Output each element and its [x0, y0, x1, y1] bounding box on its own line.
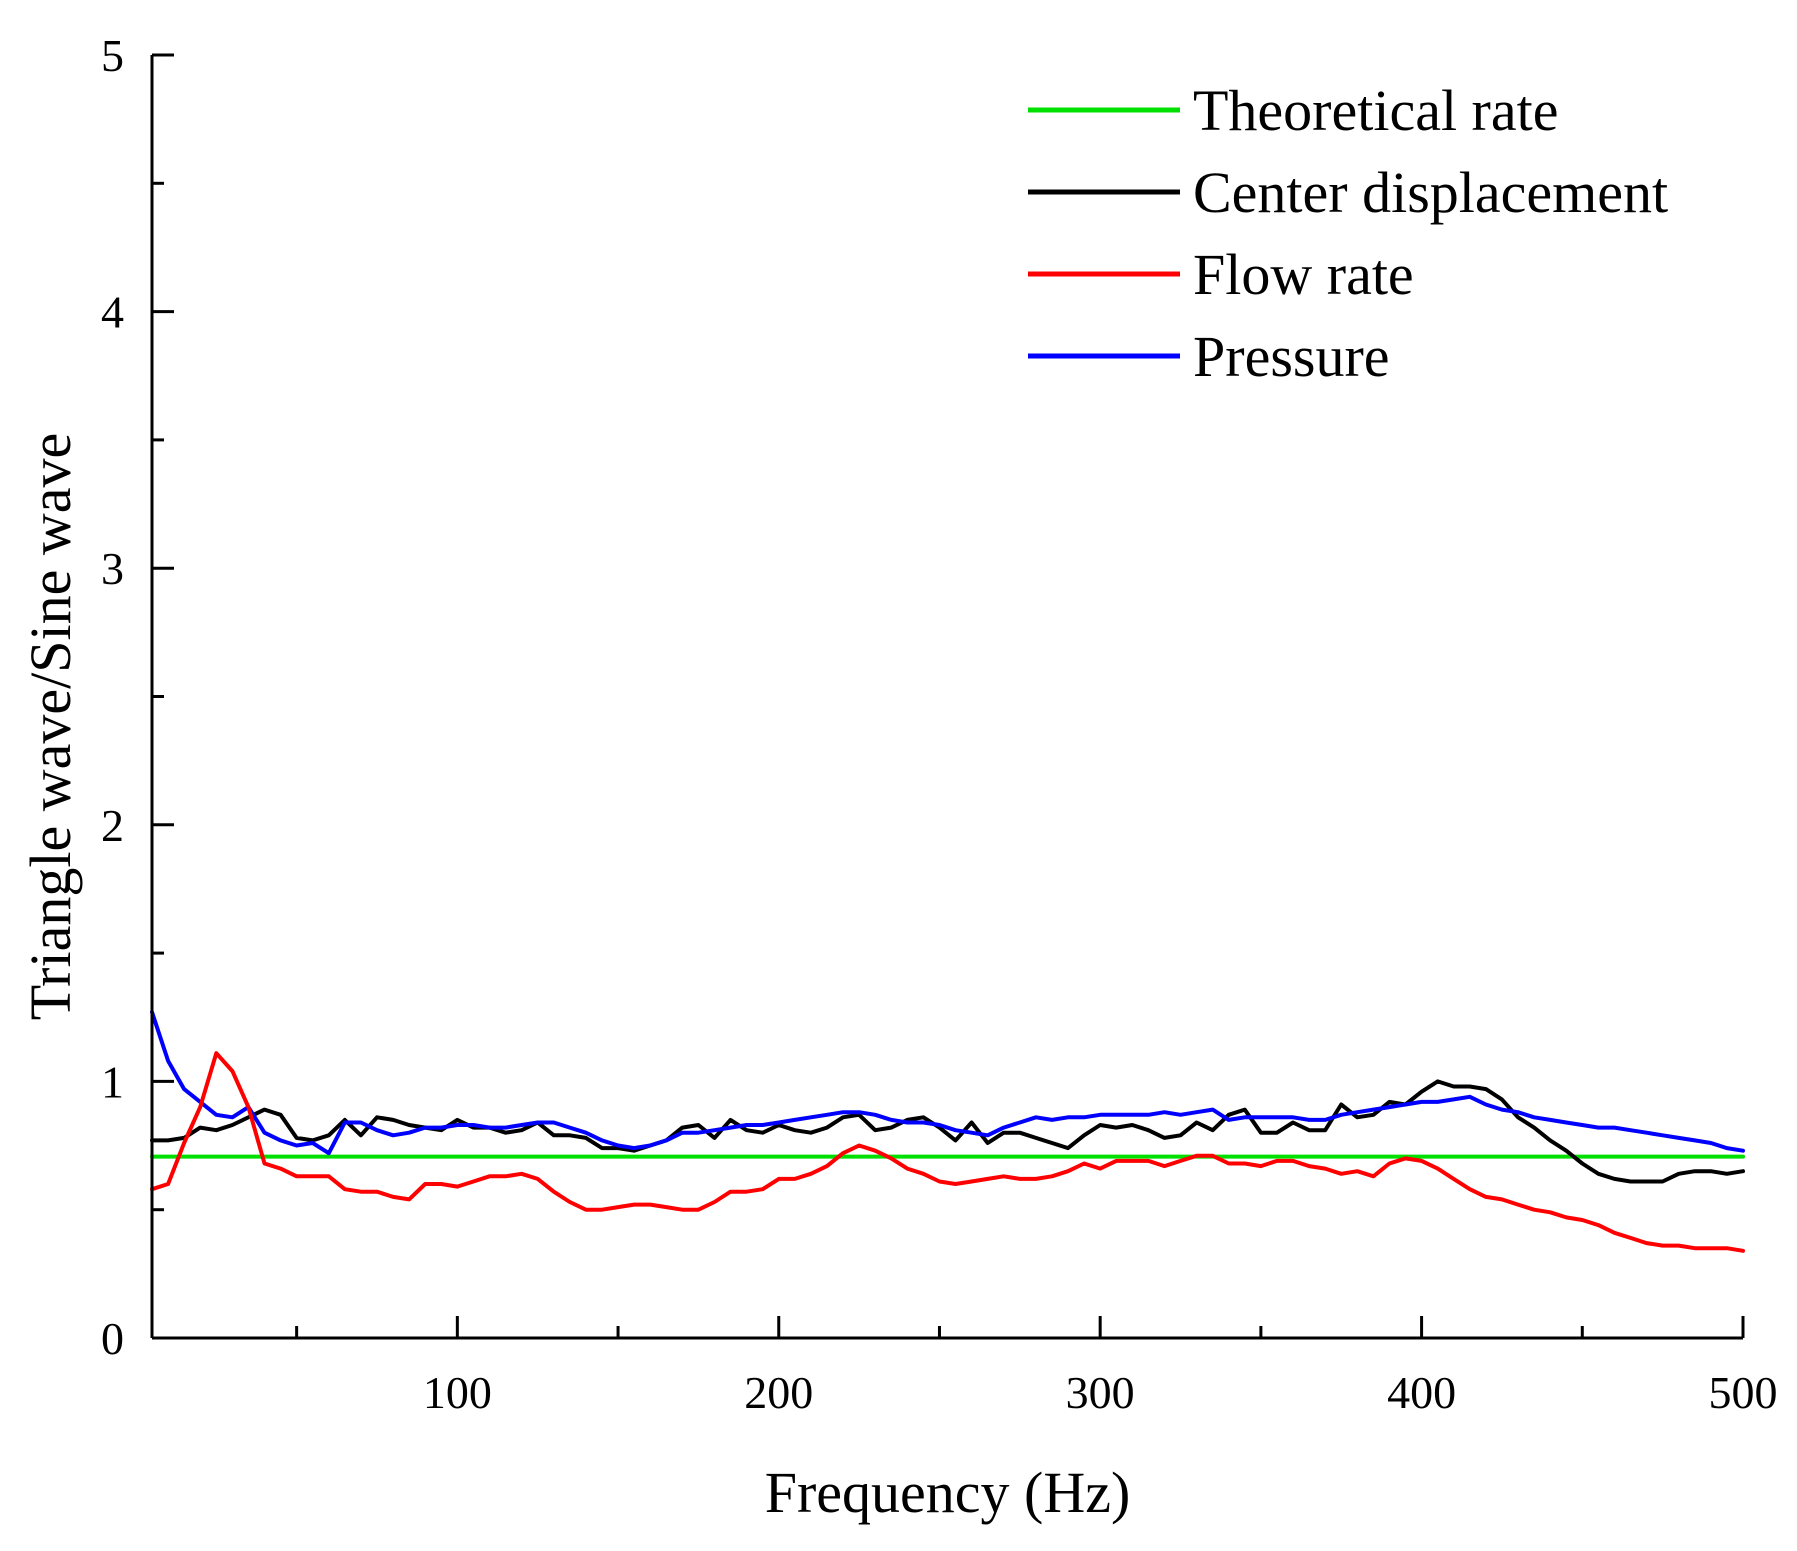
tick-labels: 0 1 2 3 4 5 100 200 300 400 500	[101, 30, 1778, 1418]
y-tick-label: 2	[101, 800, 124, 851]
y-tick-label: 5	[101, 30, 124, 81]
legend: Theoretical rate Center displacement Flow …	[1028, 78, 1668, 389]
y-axis-label: Triangle wave/Sine wave	[18, 433, 83, 1020]
y-tick-label: 4	[101, 287, 124, 338]
series-line-flow-rate	[150, 1051, 1745, 1253]
x-axis-label: Frequency (Hz)	[765, 1460, 1131, 1525]
x-tick-label: 200	[744, 1367, 813, 1418]
x-tick-label: 100	[423, 1367, 492, 1418]
y-tick-label: 0	[101, 1313, 124, 1364]
legend-label: Pressure	[1193, 324, 1390, 389]
legend-item-center-displacement: Center displacement	[1028, 160, 1668, 225]
legend-item-pressure: Pressure	[1028, 324, 1390, 389]
legend-item-flow-rate: Flow rate	[1028, 242, 1414, 307]
series-lines	[150, 1010, 1745, 1253]
x-tick-label: 400	[1387, 1367, 1456, 1418]
y-tick-label: 3	[101, 543, 124, 594]
axis-ticks	[152, 53, 1745, 1340]
series-line-center-displacement	[150, 1079, 1745, 1184]
legend-item-theoretical-rate: Theoretical rate	[1028, 78, 1558, 143]
legend-label: Theoretical rate	[1193, 78, 1558, 143]
x-tick-label: 500	[1709, 1367, 1778, 1418]
legend-label: Center displacement	[1193, 160, 1668, 225]
legend-label: Flow rate	[1193, 242, 1414, 307]
series-line-pressure	[150, 1010, 1745, 1156]
axes	[150, 55, 1743, 1340]
x-tick-label: 300	[1066, 1367, 1135, 1418]
y-tick-label: 1	[101, 1056, 124, 1107]
